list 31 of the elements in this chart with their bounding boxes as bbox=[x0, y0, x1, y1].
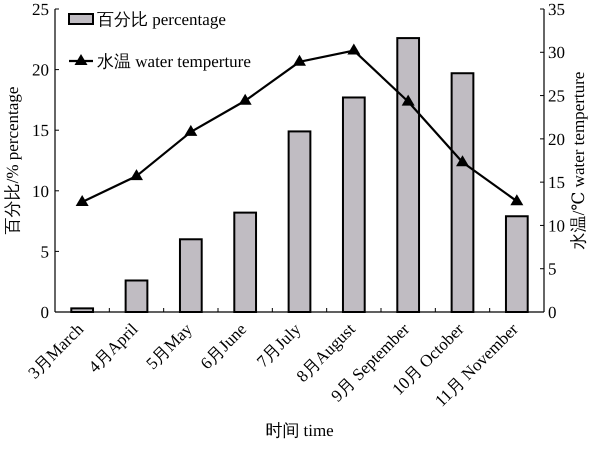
point bbox=[456, 155, 469, 166]
y2-tick-label: 0 bbox=[548, 302, 556, 322]
y-tick-label: 25 bbox=[32, 0, 49, 19]
point bbox=[76, 195, 89, 206]
x-tick-label: 5月May bbox=[142, 319, 196, 374]
y2-tick-label: 20 bbox=[548, 130, 565, 149]
y2-axis-title: 水温/℃ water temperture bbox=[569, 72, 588, 250]
y2-tick-label: 5 bbox=[548, 260, 556, 279]
y-tick-label: 15 bbox=[32, 121, 49, 140]
y2-tick-label: 30 bbox=[548, 43, 565, 62]
legend-label: 水温 water temperture bbox=[97, 52, 251, 71]
x-tick-label: 7月July bbox=[253, 319, 305, 372]
y-tick-label: 0 bbox=[40, 302, 49, 322]
legend-label: 百分比 percentage bbox=[97, 10, 226, 29]
point bbox=[184, 124, 198, 136]
y2-tick-label: 35 bbox=[548, 0, 565, 19]
point bbox=[238, 94, 252, 105]
point bbox=[347, 44, 360, 55]
y-tick-label: 5 bbox=[40, 242, 49, 262]
y2-tick-label: 15 bbox=[548, 173, 565, 192]
x-axis-title: 时间 time bbox=[265, 421, 334, 440]
point bbox=[510, 194, 524, 206]
x-tick-label: 6月June bbox=[196, 320, 250, 374]
y-tick-label: 20 bbox=[32, 60, 49, 80]
point bbox=[402, 94, 415, 106]
y2-tick-label: 25 bbox=[548, 86, 565, 106]
point bbox=[293, 54, 306, 66]
y-tick-label: 10 bbox=[32, 182, 49, 201]
point bbox=[130, 169, 143, 180]
y-axis-title: 百分比/% percentage bbox=[3, 86, 22, 234]
y2-tick-label: 10 bbox=[548, 216, 565, 236]
